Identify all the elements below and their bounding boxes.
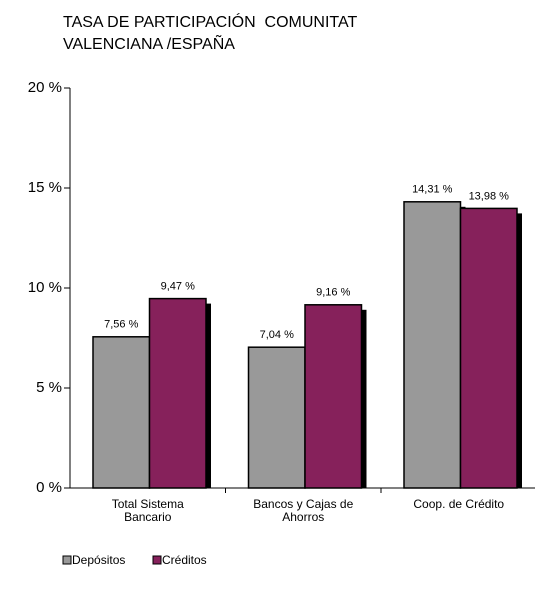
chart-title: TASA DE PARTICIPACIÓN COMUNITAT VALENCIA… <box>63 14 362 53</box>
bar <box>92 336 151 489</box>
y-tick-label: 10 % <box>28 279 62 296</box>
x-tick-label: Coop. de Crédito <box>413 497 505 511</box>
legend-label: Créditos <box>162 553 207 567</box>
x-tick-label: Total Sistema Bancario <box>111 497 184 524</box>
value-label: 9,16 % <box>316 287 350 299</box>
value-label: 13,98 % <box>469 190 510 202</box>
legend-swatch <box>62 555 72 565</box>
value-label: 7,04 % <box>260 329 294 341</box>
legend-swatch <box>152 555 162 565</box>
bar <box>403 201 462 489</box>
bar <box>459 207 518 489</box>
bar <box>247 346 306 489</box>
bar <box>304 304 363 489</box>
legend-label: Depósitos <box>72 553 125 567</box>
y-tick-label: 5 % <box>36 379 62 396</box>
value-label: 14,31 % <box>412 184 453 196</box>
x-tick-label: Bancos y Cajas de Ahorros <box>253 497 354 524</box>
y-tick-label: 20 % <box>28 79 62 96</box>
y-tick-label: 0 % <box>36 479 62 496</box>
value-label: 7,56 % <box>104 319 138 331</box>
bar <box>148 297 207 489</box>
value-label: 9,47 % <box>161 281 195 293</box>
y-tick-label: 15 % <box>28 179 62 196</box>
